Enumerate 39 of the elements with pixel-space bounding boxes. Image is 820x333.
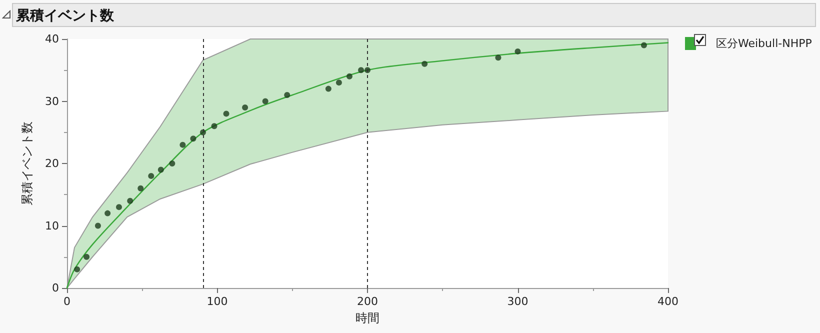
point [262,98,268,104]
x-tick-label: 200 [357,295,378,308]
point [325,86,332,92]
point [169,160,176,166]
x-tick-label: 100 [206,295,228,308]
y-tick-label: 30 [45,94,59,108]
point [514,48,521,54]
point [104,210,111,216]
point [640,42,647,48]
point [190,136,196,142]
point [422,60,428,67]
point [336,80,342,86]
x-axis-title: 時間 [356,311,380,325]
chart-title: 累積イベント数 [16,7,114,25]
point [180,142,186,148]
point [148,172,154,179]
x-tick-label: 0 [64,295,70,308]
y-tick-label: 0 [52,282,59,294]
point [158,166,164,173]
point [127,198,134,204]
point [211,123,218,130]
point [346,73,352,80]
point [242,104,248,110]
x-tick-label: 400 [658,295,678,308]
point [138,185,144,192]
point [84,254,90,260]
point [284,92,290,98]
y-tick-label: 10 [45,219,59,232]
y-axis-title: 累積イベント数 [20,122,34,206]
y-tick-label: 40 [45,32,59,46]
y-tick-label: 20 [45,157,59,170]
point [223,110,230,117]
x-tick-label: 300 [507,295,528,308]
point [94,222,101,229]
legend-label: 区分Weibull-NHPP [716,37,812,50]
point [495,54,502,61]
point [358,67,364,74]
point [116,204,122,210]
point [74,266,80,272]
